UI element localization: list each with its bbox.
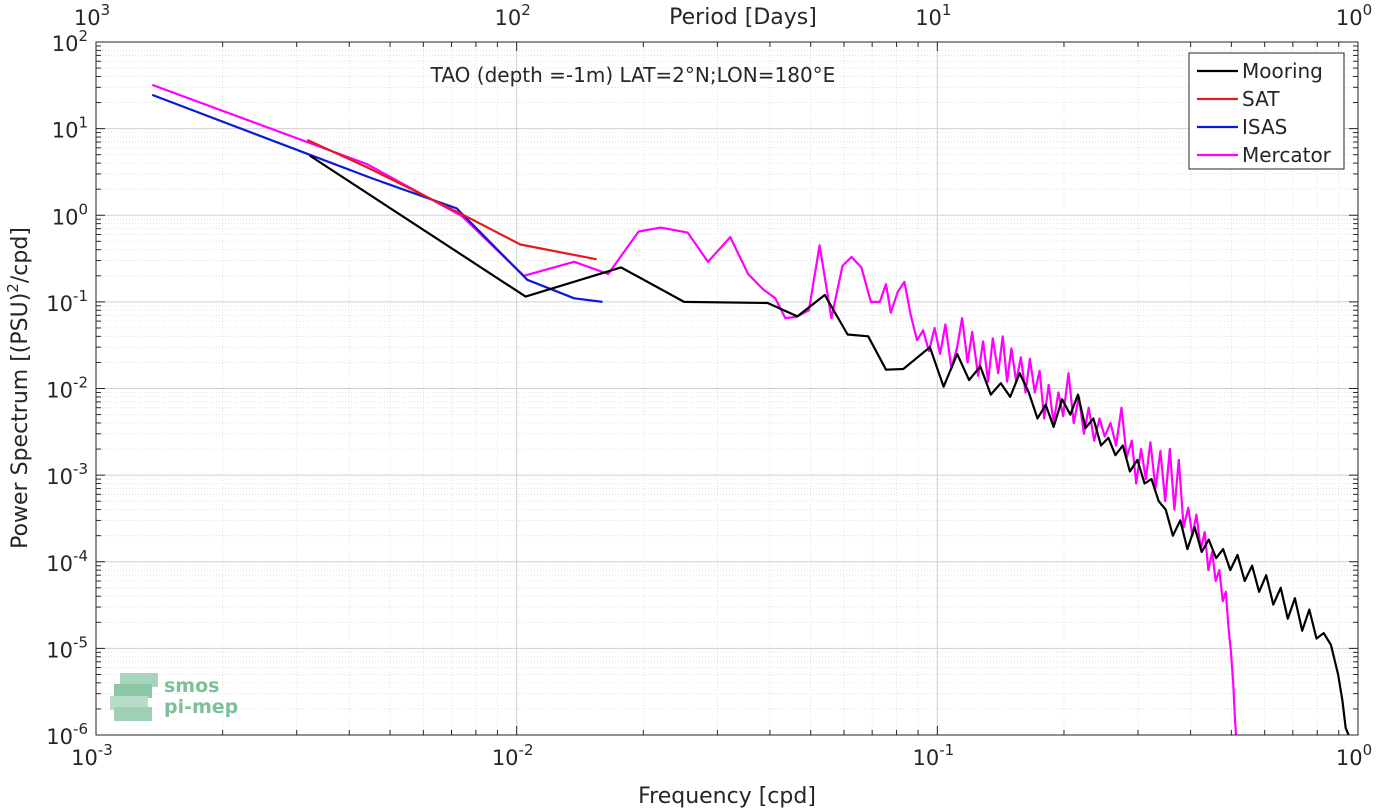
top-tick-base: 10 xyxy=(1336,6,1363,30)
legend-box xyxy=(1188,52,1345,170)
x-axis-label: Frequency [cpd] xyxy=(638,784,816,809)
top-tick-exponent: 3 xyxy=(101,1,111,19)
x-tick-exponent: -3 xyxy=(98,741,113,759)
y-tick-exponent: 0 xyxy=(78,200,88,218)
series-line-mooring xyxy=(308,154,1350,736)
top-tick-label: 102 xyxy=(495,1,531,30)
y-tick-exponent: -4 xyxy=(73,547,88,565)
top-tick-base: 10 xyxy=(74,6,101,30)
top-tick-exponent: 2 xyxy=(521,1,531,19)
top-tick-base: 10 xyxy=(915,6,942,30)
y-tick-base: 10 xyxy=(52,205,79,229)
y-tick-exponent: -1 xyxy=(73,287,88,305)
legend: Mooring SAT ISAS Mercator xyxy=(1188,52,1345,170)
top-tick-label: 101 xyxy=(915,1,951,30)
tick-marks xyxy=(95,41,1359,736)
y-tick-exponent: 2 xyxy=(78,27,88,45)
y-tick-label: 100 xyxy=(52,200,88,229)
y-tick-label: 10-5 xyxy=(46,633,88,662)
y-tick-base: 10 xyxy=(52,32,79,56)
top-tick-label: 103 xyxy=(74,1,110,30)
legend-label-mooring: Mooring xyxy=(1242,59,1323,83)
x-tick-label: 100 xyxy=(1336,741,1372,770)
x-tick-exponent: -1 xyxy=(939,741,954,759)
y-tick-label: 10-6 xyxy=(46,720,88,749)
y-tick-label: 10-2 xyxy=(46,374,88,403)
x-tick-base: 10 xyxy=(1336,746,1363,770)
y-tick-exponent: -2 xyxy=(73,374,88,392)
y-axis-label: Power Spectrum [(PSU)2/cpd] xyxy=(4,227,33,549)
series-line-mercator xyxy=(151,83,1238,736)
logo-text-smos: smos xyxy=(164,675,219,697)
series-line-sat xyxy=(306,138,597,261)
y-tick-base: 10 xyxy=(46,292,73,316)
logo-text-pi-mep: pi-mep xyxy=(164,696,238,718)
minor-grid xyxy=(96,42,1358,735)
y-tick-label: 102 xyxy=(52,27,88,56)
chart-title: TAO (depth =-1m) LAT=2°N;LON=180°E xyxy=(430,63,836,87)
y-tick-exponent: 1 xyxy=(78,114,88,132)
y-tick-base: 10 xyxy=(52,119,79,143)
top-tick-base: 10 xyxy=(495,6,522,30)
y-tick-label: 101 xyxy=(52,114,88,143)
y-tick-exponent: -6 xyxy=(73,720,88,738)
legend-entries: Mooring SAT ISAS Mercator xyxy=(1197,59,1332,167)
x-tick-base: 10 xyxy=(912,746,939,770)
y-axis-label-tail: /cpd] xyxy=(8,227,33,283)
x-tick-label: 10-2 xyxy=(492,741,534,770)
y-tick-label: 10-4 xyxy=(46,547,88,576)
legend-label-mercator: Mercator xyxy=(1242,143,1332,167)
top-tick-exponent: 1 xyxy=(942,1,952,19)
series-line-isas xyxy=(151,93,603,303)
y-tick-base: 10 xyxy=(46,552,73,576)
y-axis-label-superscript: 2 xyxy=(4,283,22,293)
y-tick-base: 10 xyxy=(46,465,73,489)
top-tick-exponent: 0 xyxy=(1363,1,1373,19)
x-tick-exponent: -2 xyxy=(519,741,534,759)
x-tick-label: 10-1 xyxy=(912,741,954,770)
legend-label-sat: SAT xyxy=(1242,87,1280,111)
x-tick-base: 10 xyxy=(492,746,519,770)
x-tick-exponent: 0 xyxy=(1363,741,1373,759)
y-tick-label: 10-3 xyxy=(46,460,88,489)
y-tick-base: 10 xyxy=(46,638,73,662)
x-tick-base: 10 xyxy=(71,746,98,770)
series-layer xyxy=(151,83,1350,736)
y-tick-base: 10 xyxy=(46,379,73,403)
top-tick-label: 100 xyxy=(1336,1,1372,30)
y-tick-base: 10 xyxy=(46,725,73,749)
y-tick-label: 10-1 xyxy=(46,287,88,316)
y-tick-exponent: -3 xyxy=(73,460,88,478)
y-axis-label-main: Power Spectrum [(PSU) xyxy=(8,293,33,549)
top-axis-label: Period [Days] xyxy=(669,5,817,30)
x-tick-label: 10-3 xyxy=(71,741,113,770)
legend-label-isas: ISAS xyxy=(1242,115,1287,139)
y-tick-exponent: -5 xyxy=(73,633,88,651)
smos-pi-mep-logo: smos pi-mep xyxy=(110,673,238,721)
